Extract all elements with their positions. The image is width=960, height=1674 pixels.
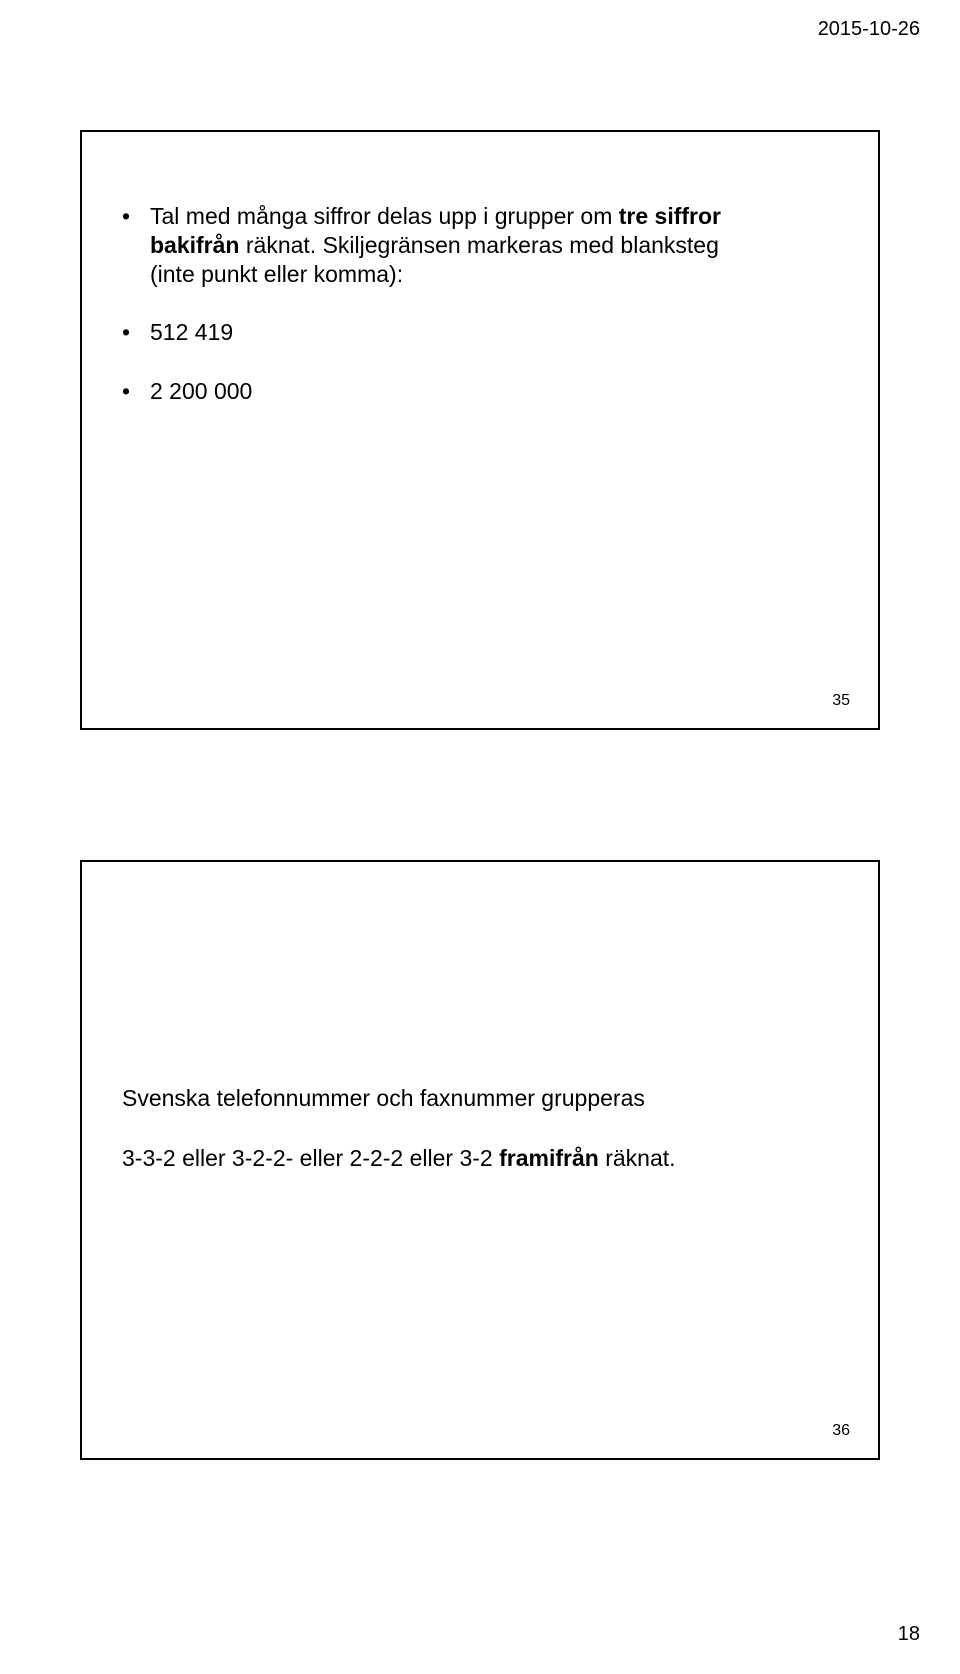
slide-number: 35 [832,692,850,710]
slide-36: Svenska telefonnummer och faxnummer grup… [80,860,880,1460]
text: Svenska telefonnummer och faxnummer grup… [122,1085,645,1111]
slide-content: Svenska telefonnummer och faxnummer grup… [82,862,878,1458]
slide-content: Tal med många siffror delas upp i gruppe… [82,132,878,728]
text: 3-3-2 eller 3-2-2- eller 2-2-2 eller 3-2 [122,1145,499,1171]
page-number: 18 [898,1623,920,1646]
paragraph-line-1: Svenska telefonnummer och faxnummer grup… [122,1082,838,1114]
bullet-number-2: 2 200 000 [122,377,838,406]
slide-35: Tal med många siffror delas upp i gruppe… [80,130,880,730]
text: Tal med många siffror delas upp i gruppe… [150,203,619,229]
page: 2015-10-26 Tal med många siffror delas u… [0,0,960,1674]
paragraph-line-2: 3-3-2 eller 3-2-2- eller 2-2-2 eller 3-2… [122,1142,838,1174]
text: (inte punkt eller komma): [150,261,403,287]
text-bold: bakifrån [150,232,239,258]
bullet-intro: Tal med många siffror delas upp i gruppe… [122,202,838,288]
text: 2 200 000 [150,378,252,404]
text-bold: tre siffror [619,203,721,229]
text: räknat. [599,1145,676,1171]
text-bold: framifrån [499,1145,599,1171]
date-stamp: 2015-10-26 [818,18,920,41]
text: räknat. Skiljegränsen markeras med blank… [239,232,718,258]
bullet-number-1: 512 419 [122,318,838,347]
text: 512 419 [150,319,233,345]
slide-number: 36 [832,1422,850,1440]
spacer [122,932,838,1082]
